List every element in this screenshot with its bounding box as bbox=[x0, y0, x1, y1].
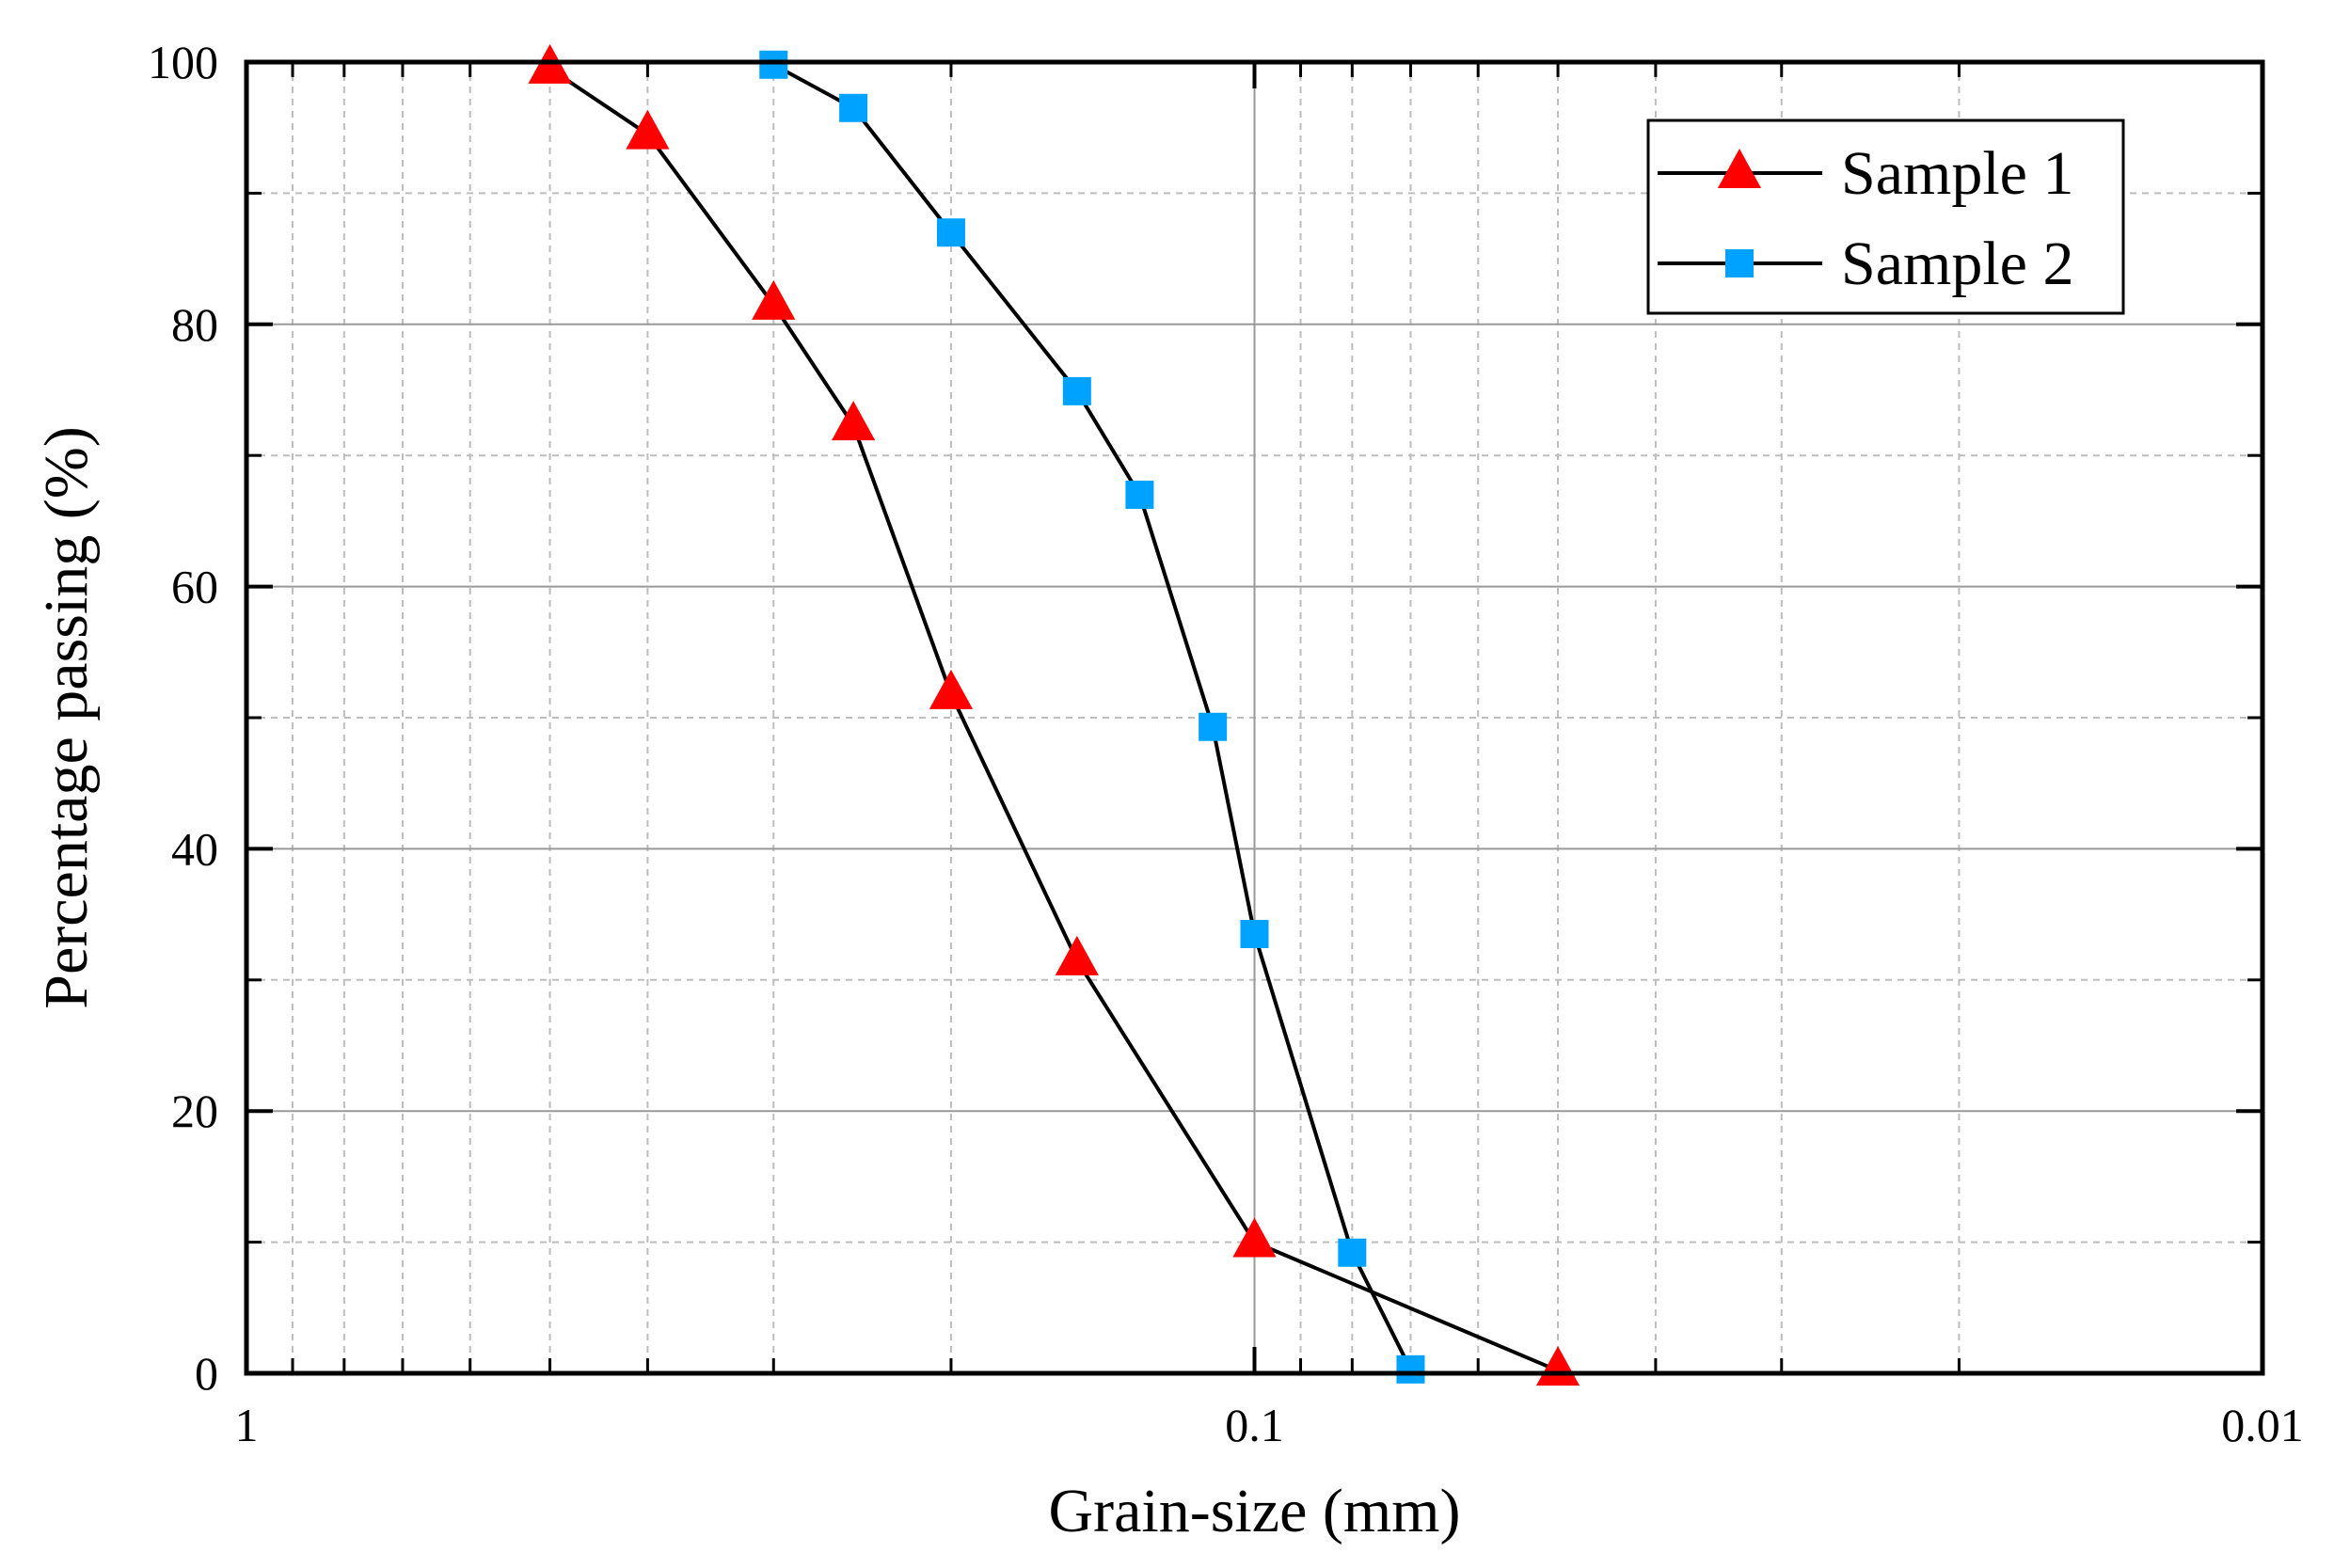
y-tick-label: 100 bbox=[148, 36, 218, 88]
x-tick-label: 1 bbox=[235, 1399, 259, 1451]
y-tick-label: 20 bbox=[171, 1085, 218, 1137]
data-point-square bbox=[1338, 1238, 1367, 1267]
tick-labels: 1 0.1 0.01 0 20 40 60 80 100 bbox=[148, 36, 2304, 1451]
data-point-square bbox=[1199, 712, 1228, 741]
y-tick-label: 0 bbox=[195, 1347, 218, 1400]
data-point-square bbox=[1240, 920, 1269, 949]
plot-frame bbox=[244, 59, 2265, 1376]
legend-label-sample-2: Sample 2 bbox=[1841, 230, 2073, 298]
data-point-square bbox=[936, 218, 965, 247]
legend-item-sample-2: Sample 2 bbox=[1658, 230, 2073, 298]
data-point-triangle bbox=[1232, 1217, 1277, 1258]
data-point-triangle bbox=[626, 109, 670, 150]
series-sample-2 bbox=[759, 50, 1425, 1384]
x-tick-label: 0.01 bbox=[2221, 1399, 2304, 1451]
legend-box bbox=[1646, 119, 2125, 315]
legend-label-sample-1: Sample 1 bbox=[1841, 139, 2073, 208]
data-point-triangle bbox=[1535, 1346, 1580, 1386]
data-point-square bbox=[759, 50, 788, 79]
y-axis-title: Percentage passing (%) bbox=[32, 426, 101, 1008]
data-point-square bbox=[1062, 376, 1091, 405]
series-sample-1 bbox=[528, 43, 1580, 1386]
legend-item-sample-1: Sample 1 bbox=[1658, 139, 2073, 208]
data-point-triangle bbox=[929, 669, 974, 709]
x-tick-label: 0.1 bbox=[1225, 1399, 1284, 1451]
data-point-triangle bbox=[752, 279, 796, 320]
data-point-square bbox=[1125, 481, 1154, 510]
x-axis-title: Grain-size (mm) bbox=[1049, 1477, 1461, 1545]
series-plot bbox=[528, 43, 1580, 1386]
y-tick-label: 60 bbox=[171, 561, 218, 613]
y-tick-label: 40 bbox=[171, 822, 218, 875]
axis-ticks bbox=[245, 60, 2264, 1375]
data-point-triangle bbox=[1055, 935, 1099, 975]
legend: Sample 1 Sample 2 bbox=[1646, 119, 2125, 315]
y-tick-label: 80 bbox=[171, 298, 218, 351]
legend-triangle-marker-icon bbox=[1717, 148, 1762, 188]
legend-square-marker-icon bbox=[1725, 249, 1754, 277]
series-line bbox=[548, 67, 1559, 1373]
data-point-square bbox=[839, 93, 868, 122]
data-point-triangle bbox=[832, 401, 876, 441]
data-point-square bbox=[1396, 1354, 1425, 1384]
